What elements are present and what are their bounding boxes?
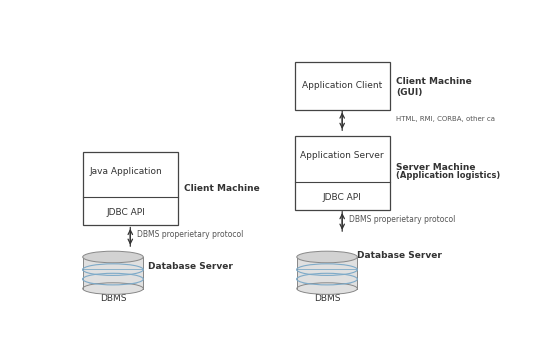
Text: DBMS properietary protocol: DBMS properietary protocol <box>349 215 455 224</box>
Ellipse shape <box>83 273 143 285</box>
Bar <box>83 152 178 225</box>
Bar <box>297 257 357 289</box>
Text: (Application logistics): (Application logistics) <box>396 171 501 180</box>
Bar <box>83 258 143 269</box>
Text: Database Server: Database Server <box>357 251 442 260</box>
Text: HTML, RMI, CORBA, other ca: HTML, RMI, CORBA, other ca <box>396 116 496 122</box>
Ellipse shape <box>83 283 143 294</box>
Bar <box>295 62 389 109</box>
Text: JDBC API: JDBC API <box>106 208 145 218</box>
Bar <box>83 257 143 289</box>
Text: DBMS: DBMS <box>314 294 340 303</box>
Ellipse shape <box>297 273 357 285</box>
Ellipse shape <box>297 251 357 263</box>
Text: Application Server: Application Server <box>300 151 384 160</box>
Text: Database Server: Database Server <box>147 262 233 271</box>
Text: Client Machine: Client Machine <box>184 184 260 193</box>
Ellipse shape <box>297 264 357 275</box>
Bar <box>83 275 143 283</box>
Text: (GUI): (GUI) <box>396 88 422 97</box>
Bar <box>297 270 357 278</box>
Text: Client Machine: Client Machine <box>396 77 472 87</box>
Text: JDBC API: JDBC API <box>323 193 362 201</box>
Ellipse shape <box>83 264 143 275</box>
Text: Application Client: Application Client <box>302 81 382 90</box>
Ellipse shape <box>297 283 357 294</box>
Text: Server Machine: Server Machine <box>396 163 476 172</box>
Bar <box>83 270 143 278</box>
Text: DBMS properietary protocol: DBMS properietary protocol <box>137 230 243 239</box>
Text: DBMS: DBMS <box>100 294 126 303</box>
Bar <box>297 275 357 283</box>
Bar <box>295 136 389 210</box>
Bar <box>297 258 357 269</box>
Text: Java Application: Java Application <box>89 167 162 176</box>
Ellipse shape <box>83 251 143 263</box>
